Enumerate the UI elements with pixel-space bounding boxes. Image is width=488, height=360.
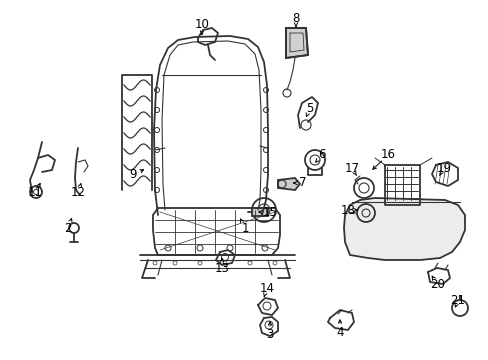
Text: 11: 11 bbox=[27, 186, 42, 199]
Text: 15: 15 bbox=[262, 206, 277, 219]
Text: 3: 3 bbox=[266, 328, 273, 342]
Text: 21: 21 bbox=[449, 293, 465, 306]
Polygon shape bbox=[343, 198, 464, 260]
Text: 18: 18 bbox=[340, 203, 355, 216]
Text: 9: 9 bbox=[129, 168, 137, 181]
Text: 7: 7 bbox=[299, 176, 306, 189]
Text: 2: 2 bbox=[64, 221, 72, 234]
Polygon shape bbox=[278, 178, 299, 190]
Text: 16: 16 bbox=[380, 148, 395, 162]
Text: 5: 5 bbox=[305, 102, 313, 114]
Text: 1: 1 bbox=[241, 221, 248, 234]
Text: 12: 12 bbox=[70, 186, 85, 199]
Text: 8: 8 bbox=[292, 12, 299, 24]
Text: 20: 20 bbox=[429, 279, 445, 292]
Text: 17: 17 bbox=[344, 162, 359, 175]
Text: 13: 13 bbox=[214, 261, 229, 274]
Polygon shape bbox=[285, 28, 307, 58]
Polygon shape bbox=[251, 208, 267, 216]
Text: 14: 14 bbox=[259, 282, 274, 294]
Text: 19: 19 bbox=[436, 162, 450, 175]
Text: 10: 10 bbox=[194, 18, 209, 31]
Text: 6: 6 bbox=[318, 148, 325, 162]
Text: 4: 4 bbox=[336, 325, 343, 338]
